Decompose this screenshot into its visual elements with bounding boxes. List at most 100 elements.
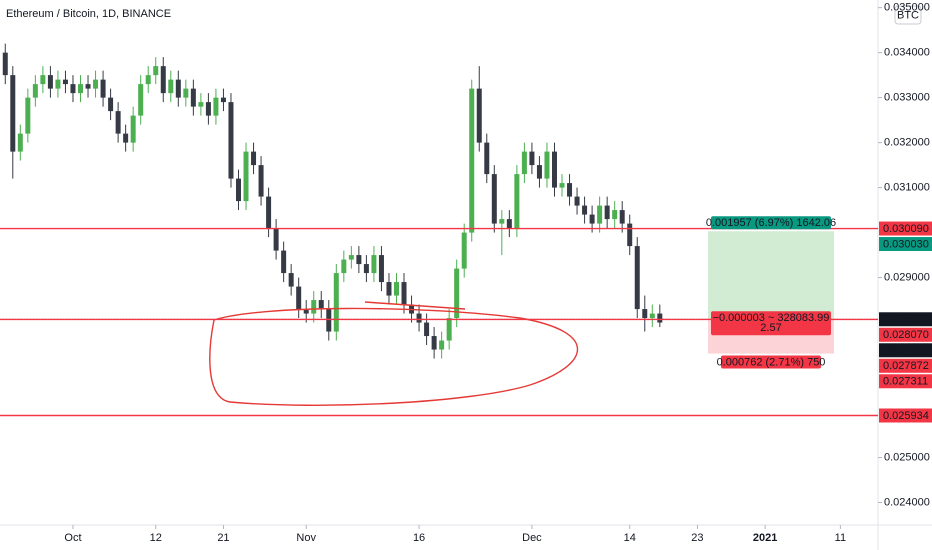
price-label: 0.027311 [883,376,928,388]
x-tick-label: 21 [217,532,229,544]
x-tick-label: 16 [413,532,425,544]
candle-body [47,75,53,89]
candle-body [273,228,279,251]
candle-body [567,183,573,197]
candle-body [108,97,114,112]
candle-body [243,151,249,202]
candle-body [551,151,557,188]
candle-body [424,322,430,337]
x-tick-label: 14 [624,532,636,544]
candle-body [582,205,588,215]
price-label-box [879,343,932,358]
entry-label-2: 2.57 [760,322,781,334]
candle-body [32,84,38,98]
currency-label[interactable]: BTC [897,9,919,21]
candle-body [296,286,302,310]
candle-body [416,313,422,323]
stop-label: 0.000762 (2.71%) 750 [717,356,826,368]
candle-body [190,88,196,107]
candle-body [597,205,603,224]
price-label-box [879,312,932,327]
stop-label-box [721,355,821,369]
candle-body [499,219,505,224]
candle-body [10,75,16,152]
y-tick-label: 0.029000 [884,271,930,283]
candle-body [183,88,189,98]
candle-body [386,282,392,296]
candle-body [318,300,324,310]
candle-body [348,255,354,260]
candle-body [17,133,23,152]
candle-body [356,255,362,265]
y-tick-label: 0.025000 [884,451,930,463]
candle-body [85,84,91,89]
candle-body [514,174,520,229]
price-label-box [879,358,932,373]
x-tick-label: 12 [150,532,162,544]
candle-body [160,66,166,94]
x-tick-label: Dec [522,532,542,544]
candle-body [40,75,46,85]
candle-body [213,97,219,116]
candle-body [491,174,497,224]
candle-body [642,309,648,319]
candle-body [175,79,181,98]
candle-body [130,115,136,143]
x-tick-label: Nov [296,532,316,544]
candle-body [25,97,31,134]
candle-body [393,282,399,296]
candle-body [619,210,625,224]
candle-body [536,165,542,179]
candle-body [612,210,618,220]
candle-body [469,88,475,233]
candle-body [220,97,226,103]
candle-body [93,79,99,89]
entry-label-box [711,311,831,336]
candle-body [266,196,272,229]
candle-body [476,88,482,143]
candle-body [341,259,347,274]
candle-body [235,178,241,202]
x-tick-label: 2021 [753,532,777,544]
y-tick-label: 0.033000 [884,92,930,104]
candle-body [281,250,287,274]
price-label-box [879,327,932,342]
candle-body [363,264,369,274]
candle-body [559,183,565,188]
candle-body [378,255,384,283]
price-label: 0.028070 [883,329,929,341]
candle-body [100,79,106,98]
candle-body [2,52,8,76]
candle-body [649,313,655,319]
candle-body [326,309,332,332]
candle-body [454,268,460,319]
ellipse-drawing [209,307,579,406]
candle-body [604,205,610,220]
candle-body [333,273,339,332]
candle-body [401,282,407,305]
candle-body [439,340,445,350]
candle-body [484,142,490,175]
candle-body [627,223,633,247]
y-tick-label: 0.032000 [884,137,930,149]
candle-body [574,196,580,206]
candle-body [371,255,377,274]
candle-body [115,111,121,134]
candle-body [123,133,129,143]
candle-body [168,79,174,94]
candle-body [78,84,84,94]
candle-body [288,273,294,287]
candle-body [55,79,61,89]
price-label: 0.025934 [883,410,929,422]
y-tick-label: 0.034000 [884,47,930,59]
candle-body [138,84,144,116]
price-label-box [879,221,932,236]
price-label: 0.028073 [883,314,929,326]
price-label-box [879,374,932,389]
currency-button[interactable] [894,5,922,25]
candle-body [657,313,663,323]
candle-body [153,66,159,76]
y-tick-label: 0.031000 [884,182,930,194]
candle-body [521,151,527,175]
